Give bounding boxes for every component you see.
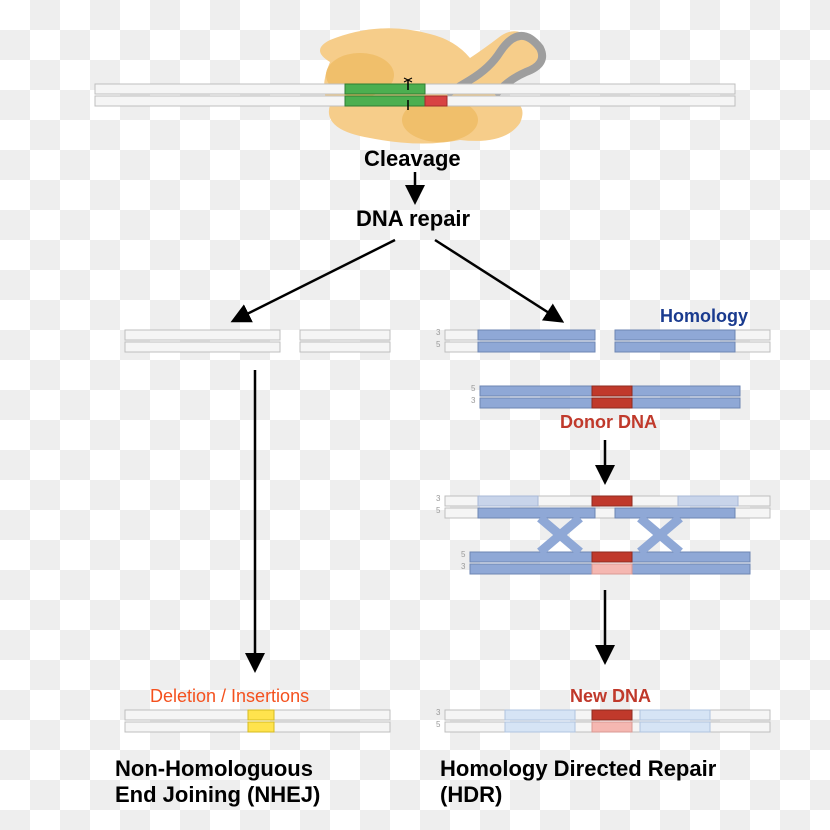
label-new-dna: New DNA [570,686,651,707]
strand-5: 5 [436,340,440,349]
nhej-broken-dna [125,330,390,352]
hdr-broken-dna [445,330,770,352]
strand-5c: 5 [436,506,440,515]
hdr-result-dna [445,710,770,732]
strand-5e: 5 [436,720,440,729]
strand-3c: 3 [436,494,440,503]
label-donor-dna: Donor DNA [560,412,657,433]
label-deletion-insertions: Deletion / Insertions [150,686,309,707]
strand-5b: 5 [471,384,475,393]
arrow-branch-left [235,240,395,320]
strand-3b: 3 [471,396,475,405]
label-homology: Homology [660,306,748,327]
strand-3: 3 [436,328,440,337]
label-hdr-1: Homology Directed Repair [440,756,716,782]
label-dna-repair: DNA repair [356,206,470,232]
label-nhej-1: Non-Homologuous [115,756,313,782]
label-hdr-2: (HDR) [440,782,502,808]
label-cleavage: Cleavage [364,146,461,172]
arrow-branch-right [435,240,560,320]
strand-5d: 5 [461,550,465,559]
strand-3e: 3 [436,708,440,717]
crossover [445,496,770,574]
donor-dna [480,386,740,408]
label-nhej-2: End Joining (NHEJ) [115,782,320,808]
nhej-result-dna [125,710,390,732]
strand-3d: 3 [461,562,465,571]
